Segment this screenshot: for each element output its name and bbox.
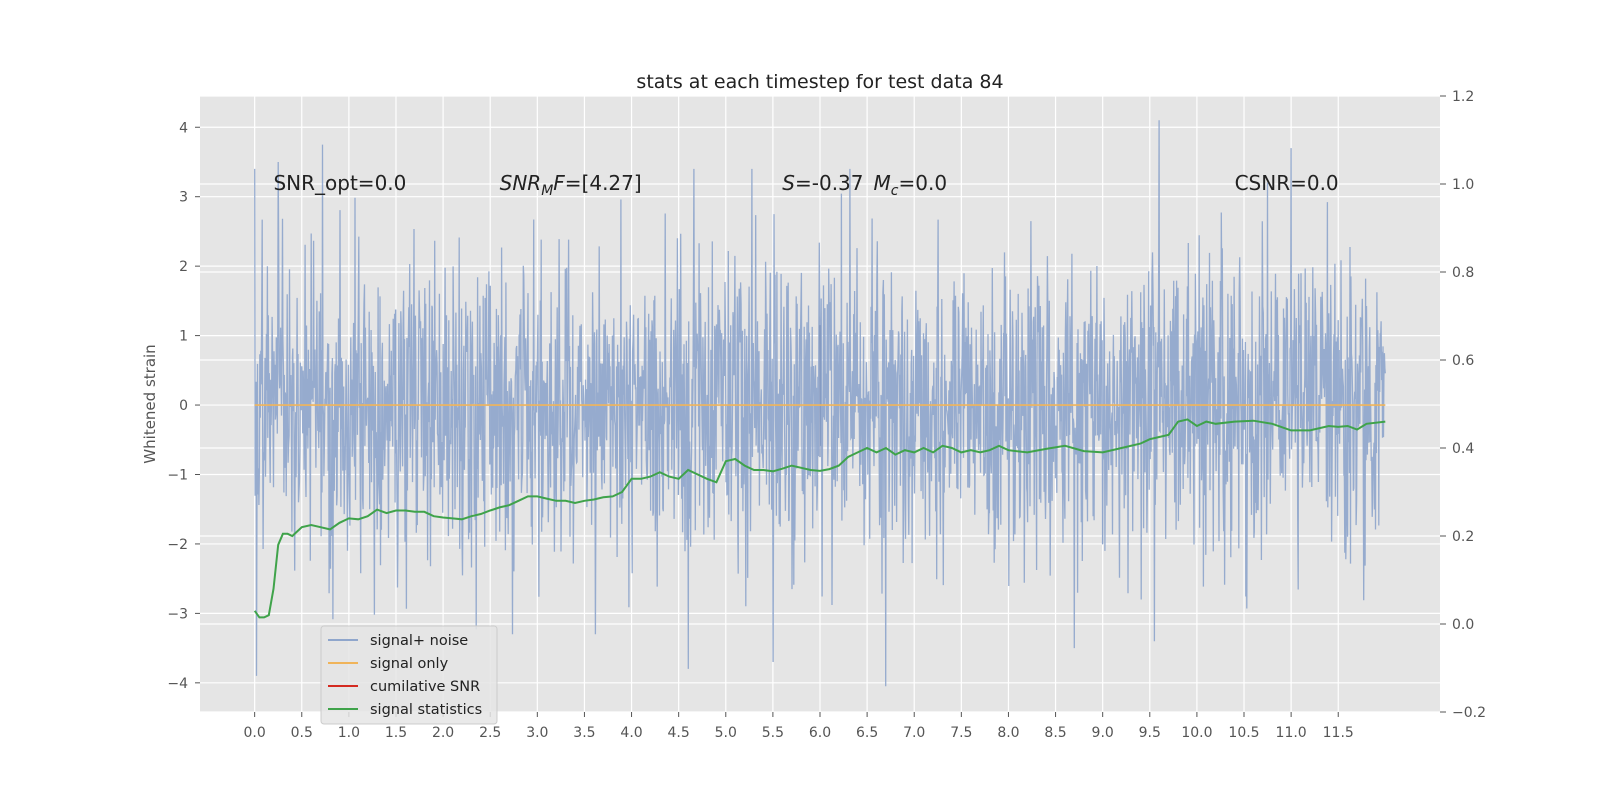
x-tick-label: 0.5: [291, 725, 313, 741]
x-tick-label: 7.0: [903, 725, 925, 741]
y-tick-label: 1: [179, 329, 188, 345]
x-tick-label: 7.5: [950, 725, 972, 741]
legend-label-signal-noise: signal+ noise: [370, 633, 468, 649]
legend-label-cumulative-snr: cumilative SNR: [370, 679, 480, 695]
annotation-s-label: S: [782, 171, 795, 195]
x-tick-label: 6.0: [809, 725, 831, 741]
y-tick-label: 4: [179, 120, 188, 136]
y2-tick-label: 0.2: [1452, 529, 1474, 545]
signal-noise-segment: [677, 168, 821, 669]
x-tick-label: 3.5: [573, 725, 595, 741]
x-tick-label: 5.0: [715, 725, 737, 741]
y-tick-label: 0: [179, 398, 188, 414]
y2-tick-label: 1.2: [1452, 89, 1474, 105]
y-tick-label: −3: [167, 606, 188, 622]
x-tick-label: 1.5: [385, 725, 407, 741]
annotation-s-value: =-0.37: [795, 171, 864, 195]
signal-statistics-line: [253, 418, 1386, 619]
signal-noise-segment: [960, 221, 1104, 649]
signal-noise-series: [254, 120, 1386, 687]
signal-noise-segment: [1101, 120, 1245, 642]
axes: 0.0 0.5 1.0 1.5 2.0 2.5 3.0 3.5 4.0 4.5 5.0 5.5 6.0 6…: [167, 89, 1486, 741]
annotation-snr-opt: SNR_opt=0.0: [273, 171, 406, 195]
y2-tick-label: 0.4: [1452, 441, 1474, 457]
legend-label-signal-only: signal only: [370, 656, 449, 672]
annotation-snr-mf-value: [4.27]: [582, 171, 642, 195]
y-tick-label: −1: [167, 467, 188, 483]
x-tick-label: 6.5: [856, 725, 878, 741]
y2-tick-label: 0.6: [1452, 353, 1474, 369]
annotation-mc-value: =0.0: [898, 171, 947, 195]
x-tick-label: 11.0: [1276, 725, 1307, 741]
annotation-snr-mf-sub: M: [541, 183, 553, 199]
x-tick-label: 10.5: [1228, 725, 1259, 741]
x-tick-label: 2.5: [479, 725, 501, 741]
y-tick-label: −2: [167, 537, 188, 553]
annotation-snr-mf-mid: F=: [553, 171, 581, 195]
annotation-mc-sub: c: [891, 183, 899, 199]
y-tick-label: 3: [179, 190, 188, 206]
x-tick-label: 2.0: [432, 725, 454, 741]
y2-tick-label: 0.8: [1452, 265, 1474, 281]
signal-noise-segment: [819, 168, 962, 687]
x-tick-label: 1.0: [338, 725, 360, 741]
y2-tick-label: 1.0: [1452, 177, 1474, 193]
annotation-snr-mf: SNRMF=[4.27]: [500, 171, 642, 199]
y-tick-label: −4: [167, 676, 188, 692]
x-tick-label: 4.0: [620, 725, 642, 741]
signal-noise-segment: [254, 144, 397, 676]
signal-noise-segment: [394, 219, 538, 635]
y-axis-label: Whitened strain: [141, 344, 159, 463]
y2-tick-label: −0.2: [1452, 705, 1486, 721]
x-tick-label: 11.5: [1323, 725, 1354, 741]
legend-label-signal-statistics: signal statistics: [370, 702, 482, 718]
chart-title: stats at each timestep for test data 84: [636, 71, 1003, 93]
x-tick-label: 4.5: [668, 725, 690, 741]
y-tick-label: 2: [179, 259, 188, 275]
annotation-csnr: CSNR=0.0: [1235, 171, 1339, 195]
legend: signal+ noise signal only cumilative SNR…: [320, 625, 498, 725]
x-tick-label: 0.0: [244, 725, 266, 741]
annotation-mc-label: M: [874, 171, 891, 195]
grid: [200, 95, 1440, 713]
x-tick-label: 5.5: [762, 725, 784, 741]
annotation-s-mc: S=-0.37 Mc=0.0: [782, 171, 947, 199]
x-tick-label: 3.0: [526, 725, 548, 741]
x-tick-label: 10.0: [1181, 725, 1212, 741]
x-tick-label: 9.0: [1092, 725, 1114, 741]
signal-noise-segment: [536, 199, 680, 635]
annotation-snr-mf-prefix: SNR: [500, 171, 542, 195]
x-tick-label: 8.5: [1044, 725, 1066, 741]
x-tick-label: 8.0: [997, 725, 1019, 741]
signal-noise-segment: [1243, 148, 1386, 609]
legend-box: [320, 625, 498, 725]
y2-tick-label: 0.0: [1452, 617, 1474, 633]
x-tick-label: 9.5: [1139, 725, 1161, 741]
